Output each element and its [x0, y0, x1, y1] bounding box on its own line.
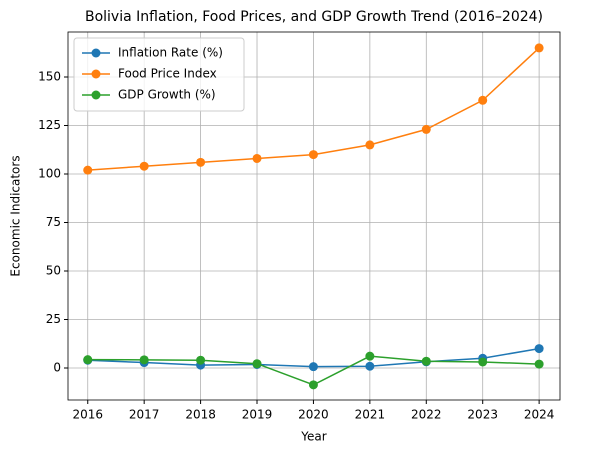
- data-point: [534, 43, 544, 53]
- x-tick-label: 2023: [467, 408, 498, 422]
- legend-label: Food Price Index: [118, 67, 217, 81]
- x-tick-label: 2018: [185, 408, 216, 422]
- legend-box: [73, 37, 245, 112]
- data-point: [308, 380, 318, 390]
- x-tick-label: 2020: [298, 408, 329, 422]
- data-point: [534, 359, 544, 369]
- data-point: [252, 359, 262, 369]
- y-tick-label: 25: [46, 312, 61, 326]
- legend-label: Inflation Rate (%): [118, 46, 223, 60]
- data-point: [139, 355, 149, 365]
- x-tick-label: 2019: [242, 408, 273, 422]
- data-point: [139, 161, 149, 171]
- x-tick-label: 2024: [524, 408, 555, 422]
- data-point: [83, 165, 93, 175]
- x-tick-label: 2022: [411, 408, 442, 422]
- data-point: [308, 362, 318, 372]
- data-point: [478, 95, 488, 105]
- data-point: [196, 355, 206, 365]
- data-point: [365, 140, 375, 150]
- legend-label: GDP Growth (%): [118, 88, 216, 102]
- plot-frame: [67, 31, 561, 401]
- data-point: [365, 351, 375, 361]
- x-tick-label: 2021: [355, 408, 386, 422]
- data-point: [478, 357, 488, 367]
- data-point: [534, 344, 544, 354]
- data-point: [421, 124, 431, 134]
- y-tick-label: 75: [46, 215, 61, 229]
- y-axis-label: Economic Indicators: [9, 155, 23, 276]
- data-point: [308, 150, 318, 160]
- y-tick-label: 50: [46, 263, 61, 277]
- y-tick-label: 125: [38, 118, 61, 132]
- x-tick-label: 2016: [72, 408, 103, 422]
- legend-marker: [91, 90, 101, 100]
- data-point: [83, 355, 93, 365]
- data-point: [365, 361, 375, 371]
- x-axis-label: Year: [300, 430, 326, 444]
- legend-marker: [91, 48, 101, 58]
- data-point: [252, 153, 262, 163]
- chart-title: Bolivia Inflation, Food Prices, and GDP …: [85, 9, 543, 25]
- data-point: [196, 157, 206, 167]
- y-tick-label: 100: [38, 167, 61, 181]
- legend-marker: [91, 69, 101, 79]
- y-tick-label: 150: [38, 70, 61, 84]
- y-tick-label: 0: [53, 360, 61, 374]
- x-tick-label: 2017: [129, 408, 160, 422]
- data-point: [421, 356, 431, 366]
